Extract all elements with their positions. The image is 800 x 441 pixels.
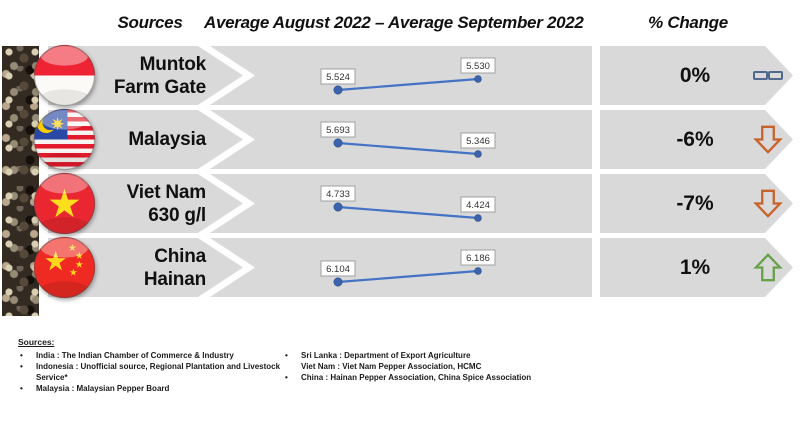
up-arrow-icon <box>753 253 783 282</box>
sep-value-label: 4.424 <box>466 200 490 211</box>
change-column-header: % Change <box>648 13 728 32</box>
aug-value-label: 5.524 <box>326 72 350 83</box>
down-arrow-icon <box>753 125 783 154</box>
footnote-item: India : The Indian Chamber of Commerce &… <box>18 350 283 361</box>
bullet-icon <box>18 383 36 394</box>
malaysia-flag <box>33 108 96 171</box>
row-label: Malaysia <box>60 110 206 169</box>
footnote-item: Sri Lanka : Department of Export Agricul… <box>283 350 531 361</box>
aug-value-label: 6.104 <box>326 264 350 275</box>
footnote-text: Viet Nam : Viet Nam Pepper Association, … <box>301 362 482 371</box>
bullet-icon <box>283 350 301 361</box>
aug-value-label: 4.733 <box>326 189 350 200</box>
pct-change-value: -6% <box>676 127 714 151</box>
row-label-line: Farm Gate <box>113 76 206 98</box>
footnotes-left-column: India : The Indian Chamber of Commerce &… <box>18 350 283 394</box>
bullet-icon <box>18 350 36 361</box>
bullet-icon <box>283 361 301 372</box>
indonesia-flag <box>33 44 96 107</box>
row-label-line: 630 g/l <box>148 204 206 226</box>
chart-band-shape <box>210 110 592 169</box>
footnote-text: Indonesia : Unofficial source, Regional … <box>36 362 281 382</box>
row-muntok: Muntok Farm Gate 5.524 5.530 0% <box>0 46 800 105</box>
mini-line-chart: 5.693 5.346 <box>320 121 496 158</box>
footnote-text: India : The Indian Chamber of Commerce &… <box>36 351 234 360</box>
footnote-text: Malaysia : Malaysian Pepper Board <box>36 384 170 393</box>
chart-band-shape <box>210 238 592 297</box>
pct-arrow-shape <box>600 46 793 105</box>
row-malaysia: Malaysia 5.693 5.346 -6% <box>0 110 800 169</box>
row-label-line: Hainan <box>143 268 206 290</box>
row-china: China Hainan 6.104 6.186 1% <box>0 238 800 297</box>
bullet-icon <box>283 372 301 383</box>
pct-change-value: 0% <box>679 63 711 87</box>
row-label-line: Muntok <box>139 53 207 75</box>
peppercorn-photo-strip <box>2 46 39 316</box>
mini-line-chart: 4.733 4.424 <box>320 185 496 222</box>
mini-line-chart: 5.524 5.530 <box>320 57 496 95</box>
bullet-icon <box>18 361 36 383</box>
sep-value-label: 6.186 <box>466 253 490 264</box>
row-label: Viet Nam 630 g/l <box>60 174 207 233</box>
vietnam-flag <box>33 172 96 235</box>
row-vietnam: Viet Nam 630 g/l 4.733 4.424 -7% <box>0 174 800 233</box>
down-arrow-icon <box>753 189 783 218</box>
pct-change-value: 1% <box>679 255 711 279</box>
sep-value-label: 5.530 <box>466 61 490 72</box>
footnotes: Sources: India : The Indian Chamber of C… <box>18 337 788 394</box>
chart-band-shape <box>210 174 592 233</box>
footnote-text: Sri Lanka : Department of Export Agricul… <box>301 351 471 360</box>
sources-column-header: Sources <box>117 13 183 32</box>
footnotes-right-column: Sri Lanka : Department of Export Agricul… <box>283 350 531 394</box>
period-column-header: Average August 2022 – Average September … <box>204 13 584 32</box>
pct-change-value: -7% <box>676 191 714 215</box>
equal-icon <box>753 46 783 105</box>
row-label: Muntok Farm Gate <box>60 46 206 105</box>
footnote-item: Indonesia : Unofficial source, Regional … <box>18 361 283 383</box>
mini-line-chart: 6.104 6.186 <box>320 249 496 287</box>
footnote-text: China : Hainan Pepper Association, China… <box>301 373 532 382</box>
row-label: China Hainan <box>60 238 206 297</box>
row-label-line: China <box>154 245 206 267</box>
aug-value-label: 5.693 <box>326 125 350 136</box>
footnote-item: Malaysia : Malaysian Pepper Board <box>18 383 283 394</box>
chart-band-shape <box>210 46 592 105</box>
row-label-line: Viet Nam <box>126 181 207 203</box>
sep-value-label: 5.346 <box>466 136 490 147</box>
row-label-line: Malaysia <box>128 129 206 150</box>
china-flag <box>33 236 96 299</box>
footnote-item: China : Hainan Pepper Association, China… <box>283 372 531 383</box>
footnotes-heading: Sources: <box>18 337 55 347</box>
footnote-item: Viet Nam : Viet Nam Pepper Association, … <box>283 361 531 372</box>
